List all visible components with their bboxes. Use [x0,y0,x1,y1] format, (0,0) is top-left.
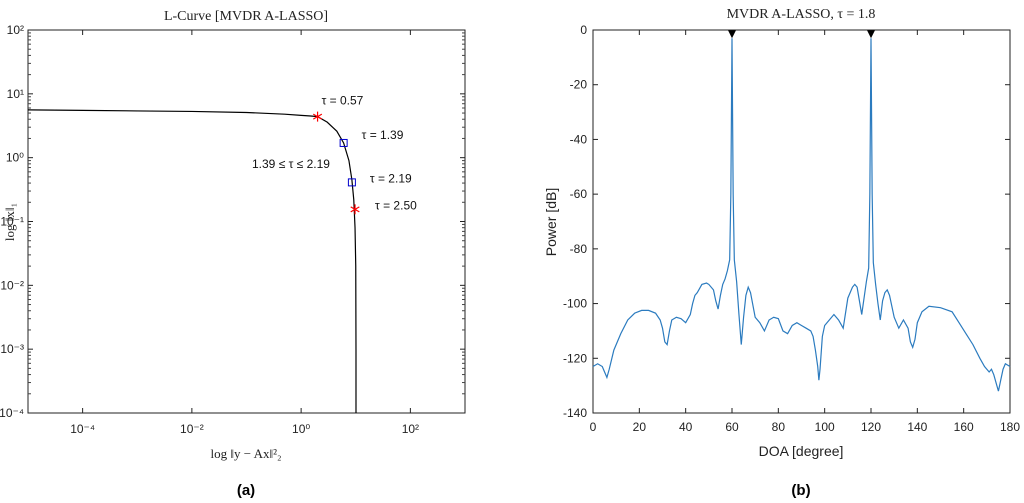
doa-ylabel: Power [dB] [543,188,559,256]
doa-xtick-label: 120 [861,420,881,434]
doa-xtick-label: 0 [590,420,597,434]
l-curve-marker-asterisk [350,204,360,215]
doa-spectrum-line [592,38,1011,392]
l-curve-marker-square [339,138,348,147]
doa-xtick-label: 100 [815,420,835,434]
doa-title: MVDR A-LASSO, τ = 1.8 [727,7,876,22]
doa-ytick-label: -120 [563,351,587,365]
l-curve-xlabel: log ‖y − Ax‖²₂ [210,446,281,461]
doa-spectrum-chart: 0 20 40 60 80 100 120 140 160 180 0 -20 -40 -60 -80 -10… [543,7,1020,499]
l-curve-marker-square [347,178,356,187]
doa-ytick-label: -40 [570,132,588,146]
doa-xtick-label: 140 [907,420,927,434]
doa-peak-arrow [867,30,875,39]
doa-xlabel: DOA [degree] [759,443,844,459]
l-curve-xtick-label: 10⁻⁴ [70,422,95,436]
doa-xtick-label: 40 [679,420,693,434]
doa-ytick-label: -140 [563,406,587,420]
doa-ytick-label: -80 [570,242,588,256]
l-curve-title: L-Curve [MVDR A-LASSO] [164,9,328,24]
l-curve-xtick-label: 10² [402,422,419,436]
doa-ytick-label: -100 [563,297,587,311]
doa-peak-arrow [728,30,736,39]
l-curve-line [27,109,357,413]
doa-ytick-label: -60 [570,187,588,201]
l-curve-ytick-label: 10² [7,23,24,37]
l-curve-ytick-label: 10⁻² [0,278,24,292]
doa-xtick-label: 60 [725,420,739,434]
l-curve-ytick-label: 10⁻¹ [0,215,24,229]
doa-xtick-label: 80 [772,420,786,434]
doa-xtick-label: 20 [633,420,647,434]
l-curve-ylabel: log ‖x‖₁ [2,203,17,241]
panel-label-a: (a) [237,482,255,499]
l-curve-marker-label: τ = 0.57 [322,94,364,108]
l-curve-marker-label: τ = 2.50 [375,198,417,212]
l-curve-marker-asterisk [312,111,323,122]
panel-label-b: (b) [791,482,810,499]
l-curve-xtick-label: 10⁰ [292,422,310,436]
l-curve-range-annotation: 1.39 ≤ τ ≤ 2.19 [252,157,330,171]
l-curve-xtick-label: 10⁻² [180,422,204,436]
l-curve-ytick-label: 10⁻³ [0,342,24,356]
l-curve-chart: 10⁻⁴ 10⁻² 10⁰ 10²10⁻⁴10⁻³10⁻²10⁻¹10⁰10¹10² … [0,9,466,499]
l-curve-marker-label: τ = 2.19 [370,171,412,185]
l-curve-ytick-label: 10⁻⁴ [0,406,24,420]
l-curve-ytick-label: 10⁰ [6,151,24,165]
doa-xtick-label: 180 [1000,420,1020,434]
l-curve-marker-label: τ = 1.39 [362,128,404,142]
doa-ytick-label: -20 [570,78,588,92]
doa-plot-area [592,29,1011,414]
doa-ytick-label: 0 [580,23,587,37]
l-curve-ytick-label: 10¹ [7,87,24,101]
doa-xtick-label: 160 [954,420,974,434]
l-curve-plot-area [27,29,466,414]
